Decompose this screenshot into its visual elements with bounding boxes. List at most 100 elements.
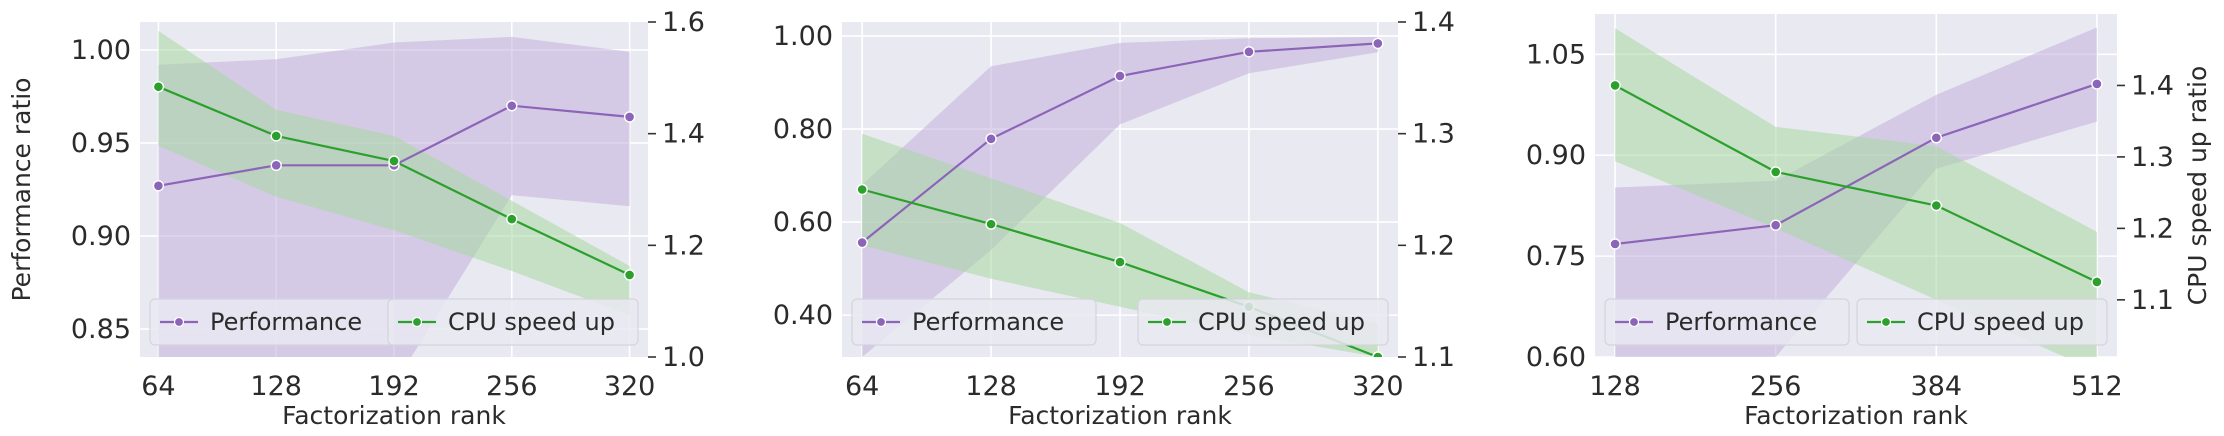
y-left-tick-label: 0.85: [71, 314, 131, 345]
x-tick-label: 192: [1094, 371, 1146, 402]
y-left-tick-label: 1.05: [1526, 39, 1586, 70]
cpu-speedup-point: [1372, 351, 1384, 357]
performance-point: [985, 133, 997, 145]
performance-point: [1243, 46, 1255, 58]
performance-point: [1930, 132, 1943, 144]
legend-marker: [1628, 316, 1640, 328]
performance-point: [152, 180, 165, 192]
legend-marker: [173, 316, 185, 328]
x-tick-label: 128: [965, 371, 1017, 402]
chart-panel-2: 64 128 192 256 320 0.40 0.60 0.80 1.00 1.1 1.2 1.3 1…: [773, 7, 1455, 430]
y-left-tick-label: 1.00: [71, 35, 131, 66]
x-tick-label: 256: [486, 371, 538, 402]
cpu-speedup-point: [388, 155, 400, 167]
x-tick-label: 192: [368, 371, 420, 402]
y-right-axis-label: CPU speed up ratio: [2183, 66, 2212, 306]
performance-point: [1609, 238, 1621, 250]
y-left-tick-label: 0.95: [71, 128, 131, 159]
y-left-tick-label: 0.75: [1526, 241, 1586, 272]
x-tick-label: 320: [604, 371, 656, 402]
legend-marker: [875, 316, 887, 328]
x-axis-label: Factorization rank: [282, 401, 506, 430]
chart-panel-1: 64 128 192 256 320 0.85 0.90 0.95 1.00 1.0 1.2 1.4 1…: [7, 7, 705, 430]
y-right-tick-label: 1.3: [1412, 119, 1455, 150]
performance-point: [1114, 70, 1126, 82]
y-left-tick-label: 0.60: [1526, 342, 1586, 373]
x-tick-label: 512: [2071, 371, 2123, 402]
legend-label: CPU speed up: [448, 308, 615, 336]
legend-box: [851, 298, 1097, 346]
cpu-speedup-point: [1609, 79, 1621, 92]
chart-panel-3: 128 256 384 512 0.60 0.75 0.90 1.05 1.1 1.2 1.3 1.4…: [1526, 14, 2212, 430]
y-left-tick-label: 0.60: [773, 207, 833, 238]
x-axis-label: Factorization rank: [1744, 401, 1968, 430]
cpu-speedup-point: [1769, 166, 1782, 178]
performance-point: [270, 159, 282, 172]
legend-cpu-speedup: CPU speed up: [1137, 298, 1389, 346]
cpu-speedup-point: [506, 213, 518, 225]
y-right-tick-label: 1.1: [1412, 342, 1455, 373]
series-layer: [1609, 27, 2103, 357]
cpu-speedup-line: [1614, 84, 2098, 283]
y-right-tick-label: 1.2: [1412, 230, 1455, 261]
legend-box: [1856, 298, 2108, 346]
legend-box: [1604, 298, 1850, 346]
performance-point: [856, 236, 868, 249]
cpu-speedup-point: [623, 269, 636, 281]
y-right-tick-label: 1.2: [662, 230, 705, 261]
y-right-tick-label: 1.4: [2131, 70, 2174, 101]
performance-point: [2091, 78, 2103, 90]
x-tick-label: 128: [250, 371, 302, 402]
legend-marker: [1161, 316, 1173, 328]
legend-cpu-speedup: CPU speed up: [1856, 298, 2108, 346]
x-tick-label: 64: [845, 371, 879, 402]
performance-line: [1614, 82, 2098, 246]
legend-label: CPU speed up: [1917, 308, 2084, 336]
cpu-speedup-ci-band: [158, 30, 630, 316]
y-right-tick-label: 1.6: [662, 7, 705, 38]
cpu-speedup-point: [1114, 256, 1126, 268]
y-right-tick-label: 1.0: [662, 342, 705, 373]
legend-marker: [1880, 316, 1892, 328]
y-right-tick-label: 1.2: [2131, 213, 2174, 244]
y-left-tick-label: 1.00: [773, 21, 833, 52]
cpu-speedup-point: [152, 81, 165, 93]
legend-performance: Performance: [851, 298, 1097, 346]
legend-marker: [411, 316, 423, 328]
cpu-speedup-point: [856, 183, 868, 196]
cpu-speedup-point: [985, 218, 997, 230]
y-left-tick-label: 0.40: [773, 300, 833, 331]
legend-label: Performance: [1665, 308, 1817, 336]
legend-cpu-speedup: CPU speed up: [387, 298, 639, 346]
performance-ci-band: [862, 36, 1378, 357]
y-left-tick-label: 0.90: [71, 221, 131, 252]
x-tick-label: 128: [1589, 371, 1641, 402]
performance-point: [1372, 37, 1384, 50]
x-axis-label: Factorization rank: [1008, 401, 1232, 430]
series-layer: [152, 30, 636, 357]
performance-point: [1769, 219, 1782, 231]
x-tick-label: 256: [1750, 371, 1802, 402]
y-right-tick-label: 1.4: [662, 119, 705, 150]
x-tick-label: 64: [141, 371, 175, 402]
legend-label: CPU speed up: [1198, 308, 1365, 336]
legend-box: [1137, 298, 1389, 346]
cpu-speedup-ci-band: [1615, 28, 2097, 357]
legend-box: [387, 298, 639, 346]
cpu-speedup-point: [270, 130, 282, 142]
x-tick-label: 384: [1911, 371, 1963, 402]
x-tick-label: 256: [1223, 371, 1275, 402]
performance-point: [623, 111, 636, 123]
y-right-tick-label: 1.4: [1412, 7, 1455, 38]
x-tick-label: 320: [1352, 371, 1404, 402]
performance-point: [506, 100, 518, 112]
y-right-tick-label: 1.3: [2131, 142, 2174, 173]
cpu-speedup-point: [1930, 199, 1943, 212]
cpu-speedup-point: [2091, 276, 2103, 288]
legend-label: Performance: [210, 308, 362, 336]
y-right-tick-label: 1.1: [2131, 285, 2174, 316]
y-left-axis-label: Performance ratio: [7, 77, 36, 301]
y-left-tick-label: 0.80: [773, 114, 833, 145]
